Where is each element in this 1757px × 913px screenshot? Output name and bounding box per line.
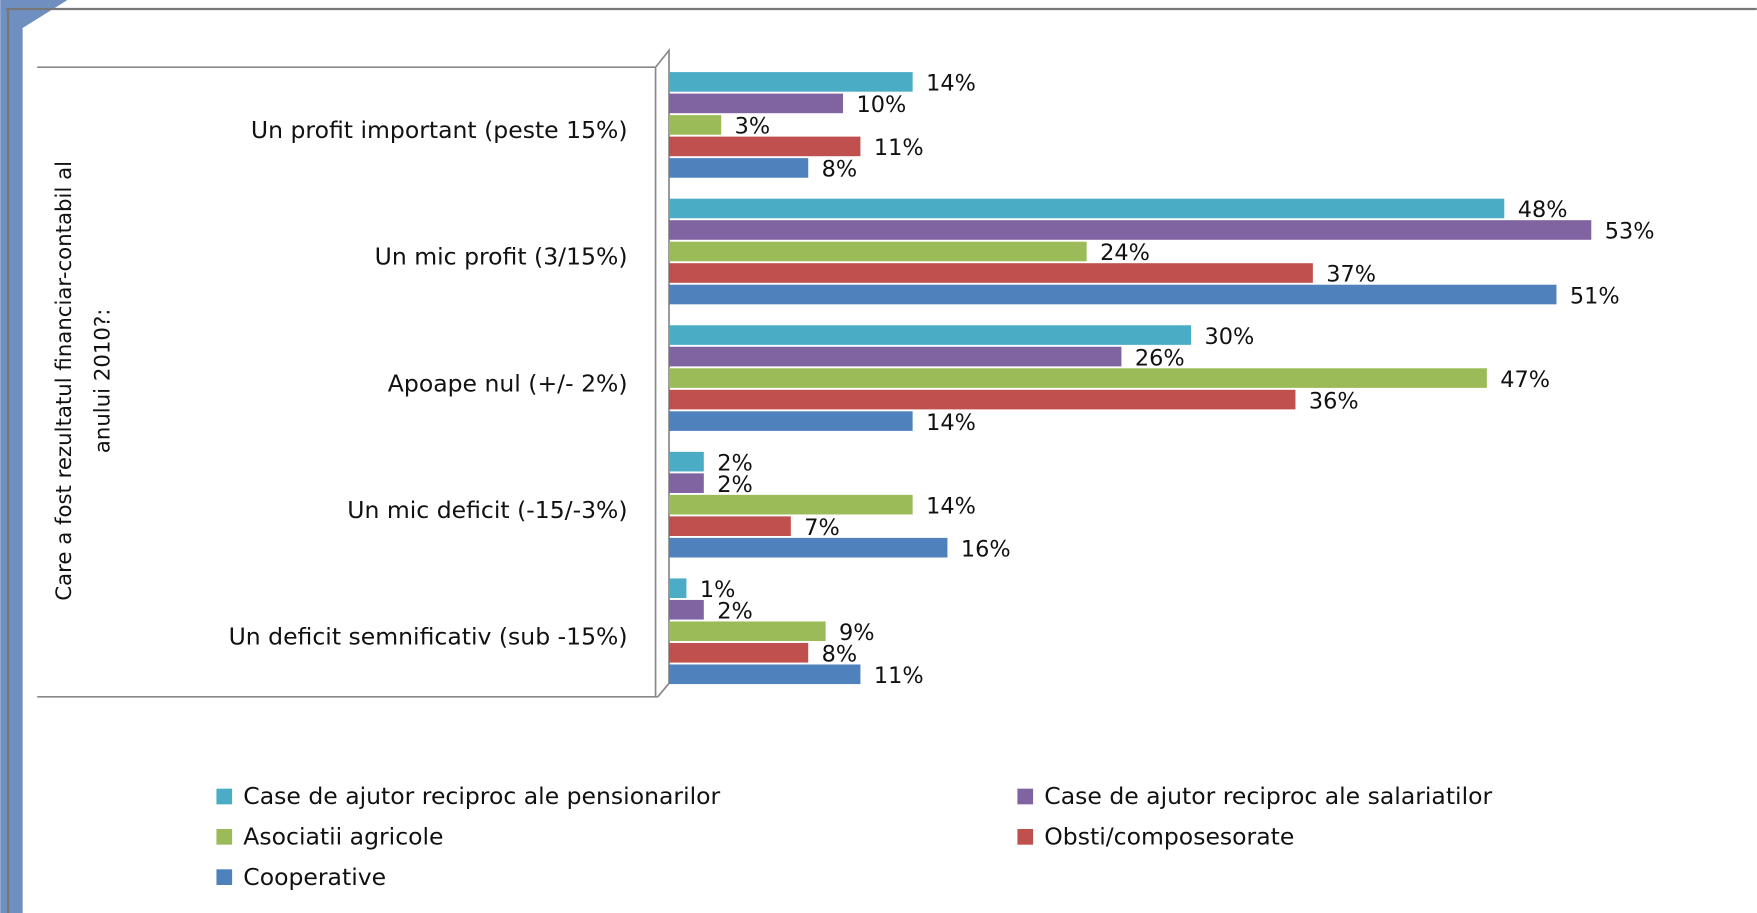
data-label: 8% bbox=[822, 157, 858, 183]
data-label: 2% bbox=[717, 472, 753, 498]
y-axis-title: Care a fost rezultatul financiar-contabi… bbox=[52, 161, 77, 601]
data-label: 26% bbox=[1135, 345, 1185, 371]
bar bbox=[669, 284, 1557, 305]
bar bbox=[669, 664, 861, 685]
data-label: 51% bbox=[1570, 283, 1620, 309]
y-tick-label: Apoape nul (+/- 2%) bbox=[388, 369, 628, 397]
bar bbox=[669, 411, 913, 431]
data-label: 7% bbox=[804, 515, 840, 541]
y-tick-label: Un profit important (peste 15%) bbox=[251, 116, 628, 144]
data-label: 11% bbox=[874, 663, 924, 689]
bar bbox=[669, 516, 791, 536]
bar bbox=[669, 368, 1487, 388]
bar bbox=[669, 136, 861, 157]
legend-label: Obsti/composesorate bbox=[1044, 822, 1294, 850]
legend-swatch bbox=[1017, 788, 1034, 805]
data-label: 2% bbox=[717, 450, 753, 476]
data-label: 14% bbox=[926, 410, 976, 436]
data-label: 2% bbox=[717, 598, 753, 624]
bar bbox=[669, 93, 844, 114]
data-label: 24% bbox=[1100, 240, 1150, 266]
bar bbox=[669, 263, 1313, 283]
data-label: 11% bbox=[874, 135, 924, 161]
data-label: 53% bbox=[1605, 219, 1655, 245]
legend-swatch bbox=[1017, 828, 1034, 845]
bar bbox=[669, 642, 809, 663]
y-tick-label: Un mic profit (3/15%) bbox=[375, 243, 628, 271]
legend-label: Case de ajutor reciproc ale pensionarilo… bbox=[243, 782, 720, 810]
bar bbox=[669, 325, 1192, 345]
bar bbox=[669, 72, 913, 92]
y-tick-label: Un mic deficit (-15/-3%) bbox=[347, 496, 627, 524]
data-label: 1% bbox=[700, 577, 736, 603]
data-label: 37% bbox=[1326, 262, 1376, 288]
bar bbox=[669, 346, 1122, 367]
data-label: 36% bbox=[1309, 388, 1359, 414]
y-tick-label: Un deficit semnificativ (sub -15%) bbox=[229, 622, 628, 650]
data-label: 9% bbox=[839, 620, 875, 646]
bar bbox=[669, 599, 704, 620]
bar bbox=[669, 241, 1087, 262]
bar bbox=[669, 389, 1296, 410]
bar bbox=[669, 198, 1505, 219]
data-label: 3% bbox=[735, 114, 771, 140]
bar bbox=[669, 115, 722, 135]
legend-label: Asociatii agricole bbox=[243, 822, 443, 850]
slide-decoration bbox=[0, 0, 68, 913]
bar bbox=[669, 220, 1592, 240]
axis-wall bbox=[654, 48, 670, 698]
bar bbox=[669, 473, 704, 493]
data-label: 14% bbox=[926, 71, 976, 97]
bar bbox=[669, 621, 826, 642]
bar bbox=[669, 158, 809, 178]
data-label: 30% bbox=[1204, 324, 1254, 350]
data-label: 48% bbox=[1518, 197, 1568, 223]
bar bbox=[669, 578, 687, 599]
data-label: 8% bbox=[822, 642, 858, 668]
data-label: 47% bbox=[1500, 367, 1550, 393]
bar bbox=[669, 494, 913, 515]
data-label: 10% bbox=[856, 92, 906, 118]
bar bbox=[669, 451, 704, 472]
bar bbox=[669, 537, 948, 558]
y-axis-title: anului 2010?: bbox=[90, 309, 115, 454]
legend-label: Cooperative bbox=[243, 863, 386, 891]
data-label: 16% bbox=[961, 536, 1011, 562]
legend-swatch bbox=[216, 788, 233, 805]
legend-label: Case de ajutor reciproc ale salariatilor bbox=[1044, 782, 1492, 810]
data-label: 14% bbox=[926, 493, 976, 519]
legend-swatch bbox=[216, 869, 233, 885]
legend-swatch bbox=[216, 828, 233, 845]
